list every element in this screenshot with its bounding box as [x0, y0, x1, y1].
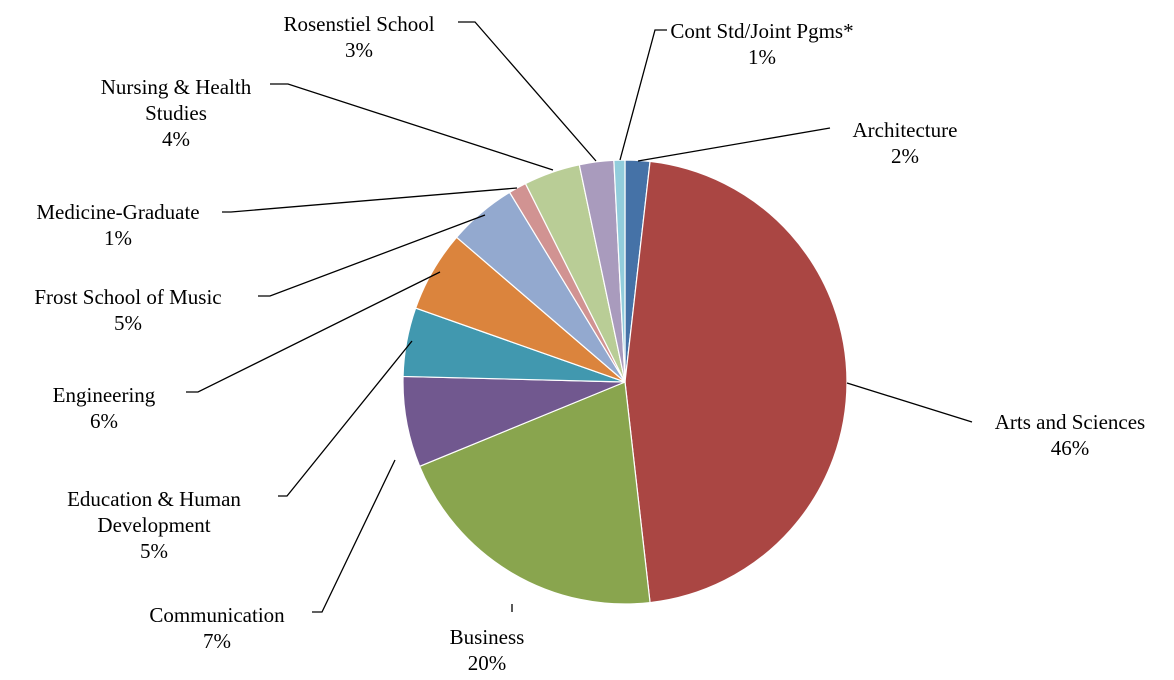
slice-name-label: Frost School of Music	[34, 285, 221, 309]
slice-label: Architecture 2%	[853, 118, 958, 168]
labels-layer: Architecture 2% Arts and Sciences 46% Busine…	[34, 12, 1145, 675]
leader-line	[637, 127, 831, 162]
slice-percent-label: 20%	[468, 651, 507, 675]
leader-line	[458, 21, 597, 162]
slice-label: Cont Std/Joint Pgms* 1%	[670, 19, 853, 69]
pie-slice-cont-std-joint-pgms	[613, 159, 626, 383]
leader-line	[619, 29, 667, 161]
slice-name-label: Studies	[145, 101, 207, 125]
slice-name-label: Rosenstiel School	[283, 12, 434, 36]
slice-percent-label: 7%	[203, 629, 231, 653]
slice-percent-label: 1%	[748, 45, 776, 69]
slice-percent-label: 1%	[104, 226, 132, 250]
slice-label: Medicine-Graduate 1%	[36, 200, 199, 250]
slice-name-label: Architecture	[853, 118, 958, 142]
slice-percent-label: 5%	[140, 539, 168, 563]
slice-label: Nursing & Health Studies 4%	[101, 75, 252, 151]
leader-line	[312, 459, 396, 613]
slice-name-label: Arts and Sciences	[995, 410, 1145, 434]
slice-percent-label: 3%	[345, 38, 373, 62]
slice-label: Communication 7%	[149, 603, 285, 653]
slice-label: Rosenstiel School 3%	[283, 12, 434, 62]
slice-name-label: Education & Human	[67, 487, 241, 511]
slices-layer	[402, 159, 848, 605]
slice-label: Education & Human Development 5%	[67, 487, 241, 563]
slice-label: Arts and Sciences 46%	[995, 410, 1145, 460]
leader-line	[270, 83, 554, 171]
leader-lines-layer	[186, 21, 973, 613]
slice-label: Frost School of Music 5%	[34, 285, 221, 335]
slice-name-label: Medicine-Graduate	[36, 200, 199, 224]
slice-name-label: Development	[97, 513, 210, 537]
slice-label: Business 20%	[450, 625, 525, 675]
slice-name-label: Communication	[149, 603, 285, 627]
slice-percent-label: 5%	[114, 311, 142, 335]
slice-name-label: Business	[450, 625, 525, 649]
leader-line	[186, 271, 441, 393]
slice-name-label: Cont Std/Joint Pgms*	[670, 19, 853, 43]
pie-slice-arts-and-sciences	[624, 160, 848, 604]
slice-percent-label: 2%	[891, 144, 919, 168]
slice-name-label: Nursing & Health	[101, 75, 252, 99]
leader-line	[278, 340, 413, 497]
leader-line	[222, 187, 518, 213]
slice-label: Engineering 6%	[53, 383, 156, 433]
slice-name-label: Engineering	[53, 383, 156, 407]
pie-slice-business	[418, 381, 651, 605]
slice-percent-label: 46%	[1051, 436, 1090, 460]
leader-line	[258, 214, 486, 297]
slice-percent-label: 4%	[162, 127, 190, 151]
leader-line	[846, 382, 973, 423]
slice-percent-label: 6%	[90, 409, 118, 433]
